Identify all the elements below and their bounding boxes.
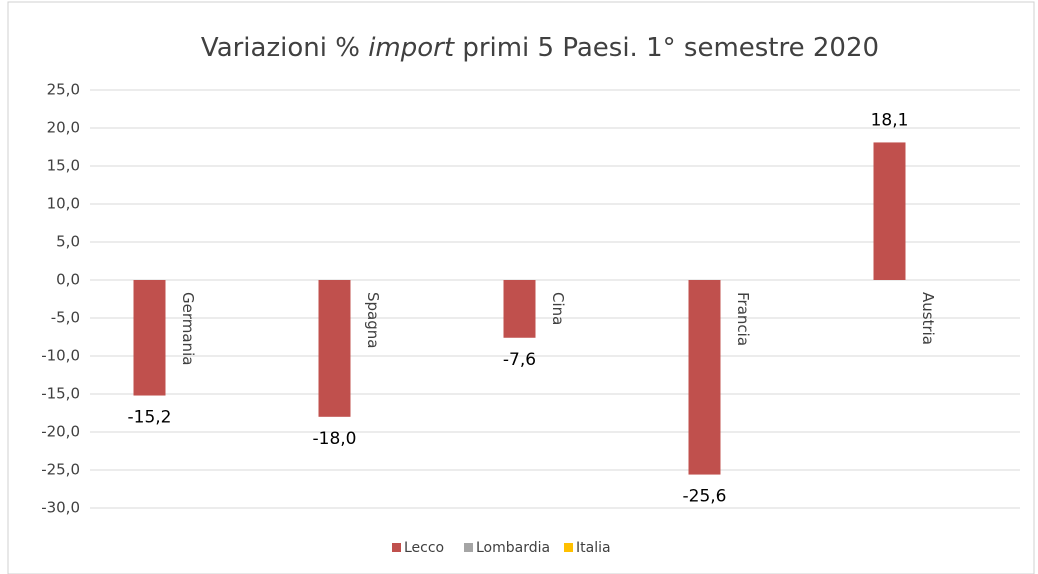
y-tick-label: 5,0 xyxy=(56,233,80,251)
y-tick-label: -5,0 xyxy=(51,309,80,327)
legend-swatch xyxy=(464,543,473,552)
legend-swatch xyxy=(392,543,401,552)
chart-title: Variazioni % import primi 5 Paesi. 1° se… xyxy=(201,33,879,63)
legend-label: Lecco xyxy=(404,540,444,556)
y-tick-label: 20,0 xyxy=(47,119,80,137)
title-part: import xyxy=(368,33,455,63)
value-label: -18,0 xyxy=(313,429,357,449)
y-tick-label: -25,0 xyxy=(41,461,80,479)
bar xyxy=(318,280,351,417)
value-label: -15,2 xyxy=(128,408,172,428)
y-tick-label: -15,0 xyxy=(41,385,80,403)
title-part: Variazioni % xyxy=(201,33,360,63)
y-tick-label: -10,0 xyxy=(41,347,80,365)
title-part: primi 5 Paesi. 1° semestre 2020 xyxy=(462,33,879,63)
value-label: 18,1 xyxy=(871,110,909,130)
y-tick-label: 0,0 xyxy=(56,271,80,289)
bar xyxy=(133,280,166,396)
x-tick-label: Germania xyxy=(179,292,197,365)
x-tick-label: Austria xyxy=(919,292,937,345)
legend-label: Italia xyxy=(576,540,611,556)
y-tick-label: -30,0 xyxy=(41,499,80,517)
bar xyxy=(873,142,906,280)
x-tick-label: Spagna xyxy=(364,292,382,348)
x-tick-label: Francia xyxy=(734,292,752,346)
legend-label: Lombardia xyxy=(476,540,550,556)
y-tick-label: 15,0 xyxy=(47,157,80,175)
y-tick-label: 10,0 xyxy=(47,195,80,213)
x-tick-label: Cina xyxy=(549,292,567,325)
value-label: -25,6 xyxy=(683,487,727,507)
bar xyxy=(503,280,536,338)
bar xyxy=(688,280,721,475)
y-tick-label: -20,0 xyxy=(41,423,80,441)
value-label: -7,6 xyxy=(503,350,536,370)
legend-swatch xyxy=(564,543,573,552)
y-tick-label: 25,0 xyxy=(47,81,80,99)
